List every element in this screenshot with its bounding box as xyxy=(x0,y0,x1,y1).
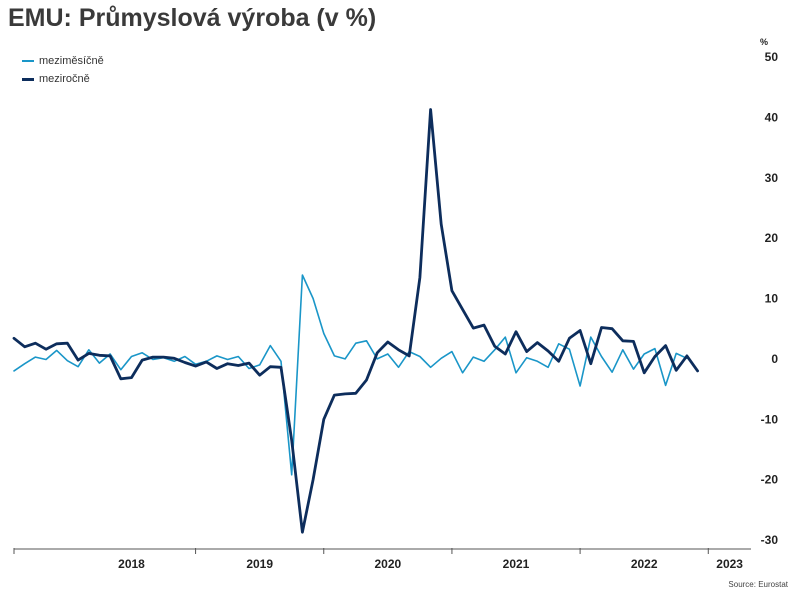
x-tick-label: 2021 xyxy=(503,557,530,571)
legend-item-monthly: meziměsíčně xyxy=(22,52,104,70)
y-tick-label: 30 xyxy=(765,171,779,185)
series-line-monthly xyxy=(13,274,688,476)
legend-swatch-yearly xyxy=(22,77,34,81)
y-tick-label: 50 xyxy=(765,50,779,64)
x-tick-label: 2020 xyxy=(374,557,401,571)
x-tick-label: 2018 xyxy=(118,557,145,571)
y-tick-label: 20 xyxy=(765,231,779,245)
source-note: Source: Eurostat xyxy=(728,580,788,589)
legend-label-monthly: meziměsíčně xyxy=(39,55,104,67)
y-tick-label: 10 xyxy=(765,292,779,306)
y-axis-unit-label: % xyxy=(760,37,768,47)
legend-label-yearly: meziročně xyxy=(39,73,90,85)
y-tick-label: -20 xyxy=(761,473,779,487)
y-tick-label: -10 xyxy=(761,412,779,426)
series-lines xyxy=(12,108,699,534)
x-axis: 2018 2019 2020 2021 2022 2023 xyxy=(13,548,751,571)
y-tick-label: 0 xyxy=(771,352,778,366)
legend: meziměsíčně meziročně xyxy=(22,52,104,88)
y-axis: 50 40 30 20 10 0 -10 -20 -30 xyxy=(761,50,779,547)
y-tick-label: 40 xyxy=(765,110,779,124)
series-line-yearly xyxy=(12,108,699,534)
chart-title: EMU: Průmyslová výroba (v %) xyxy=(8,4,377,32)
legend-item-yearly: meziročně xyxy=(22,70,104,88)
y-tick-label: -30 xyxy=(761,533,779,547)
x-tick-label: 2023 xyxy=(716,557,743,571)
x-tick-label: 2019 xyxy=(246,557,273,571)
legend-swatch-monthly xyxy=(22,60,34,62)
x-tick-label: 2022 xyxy=(631,557,658,571)
